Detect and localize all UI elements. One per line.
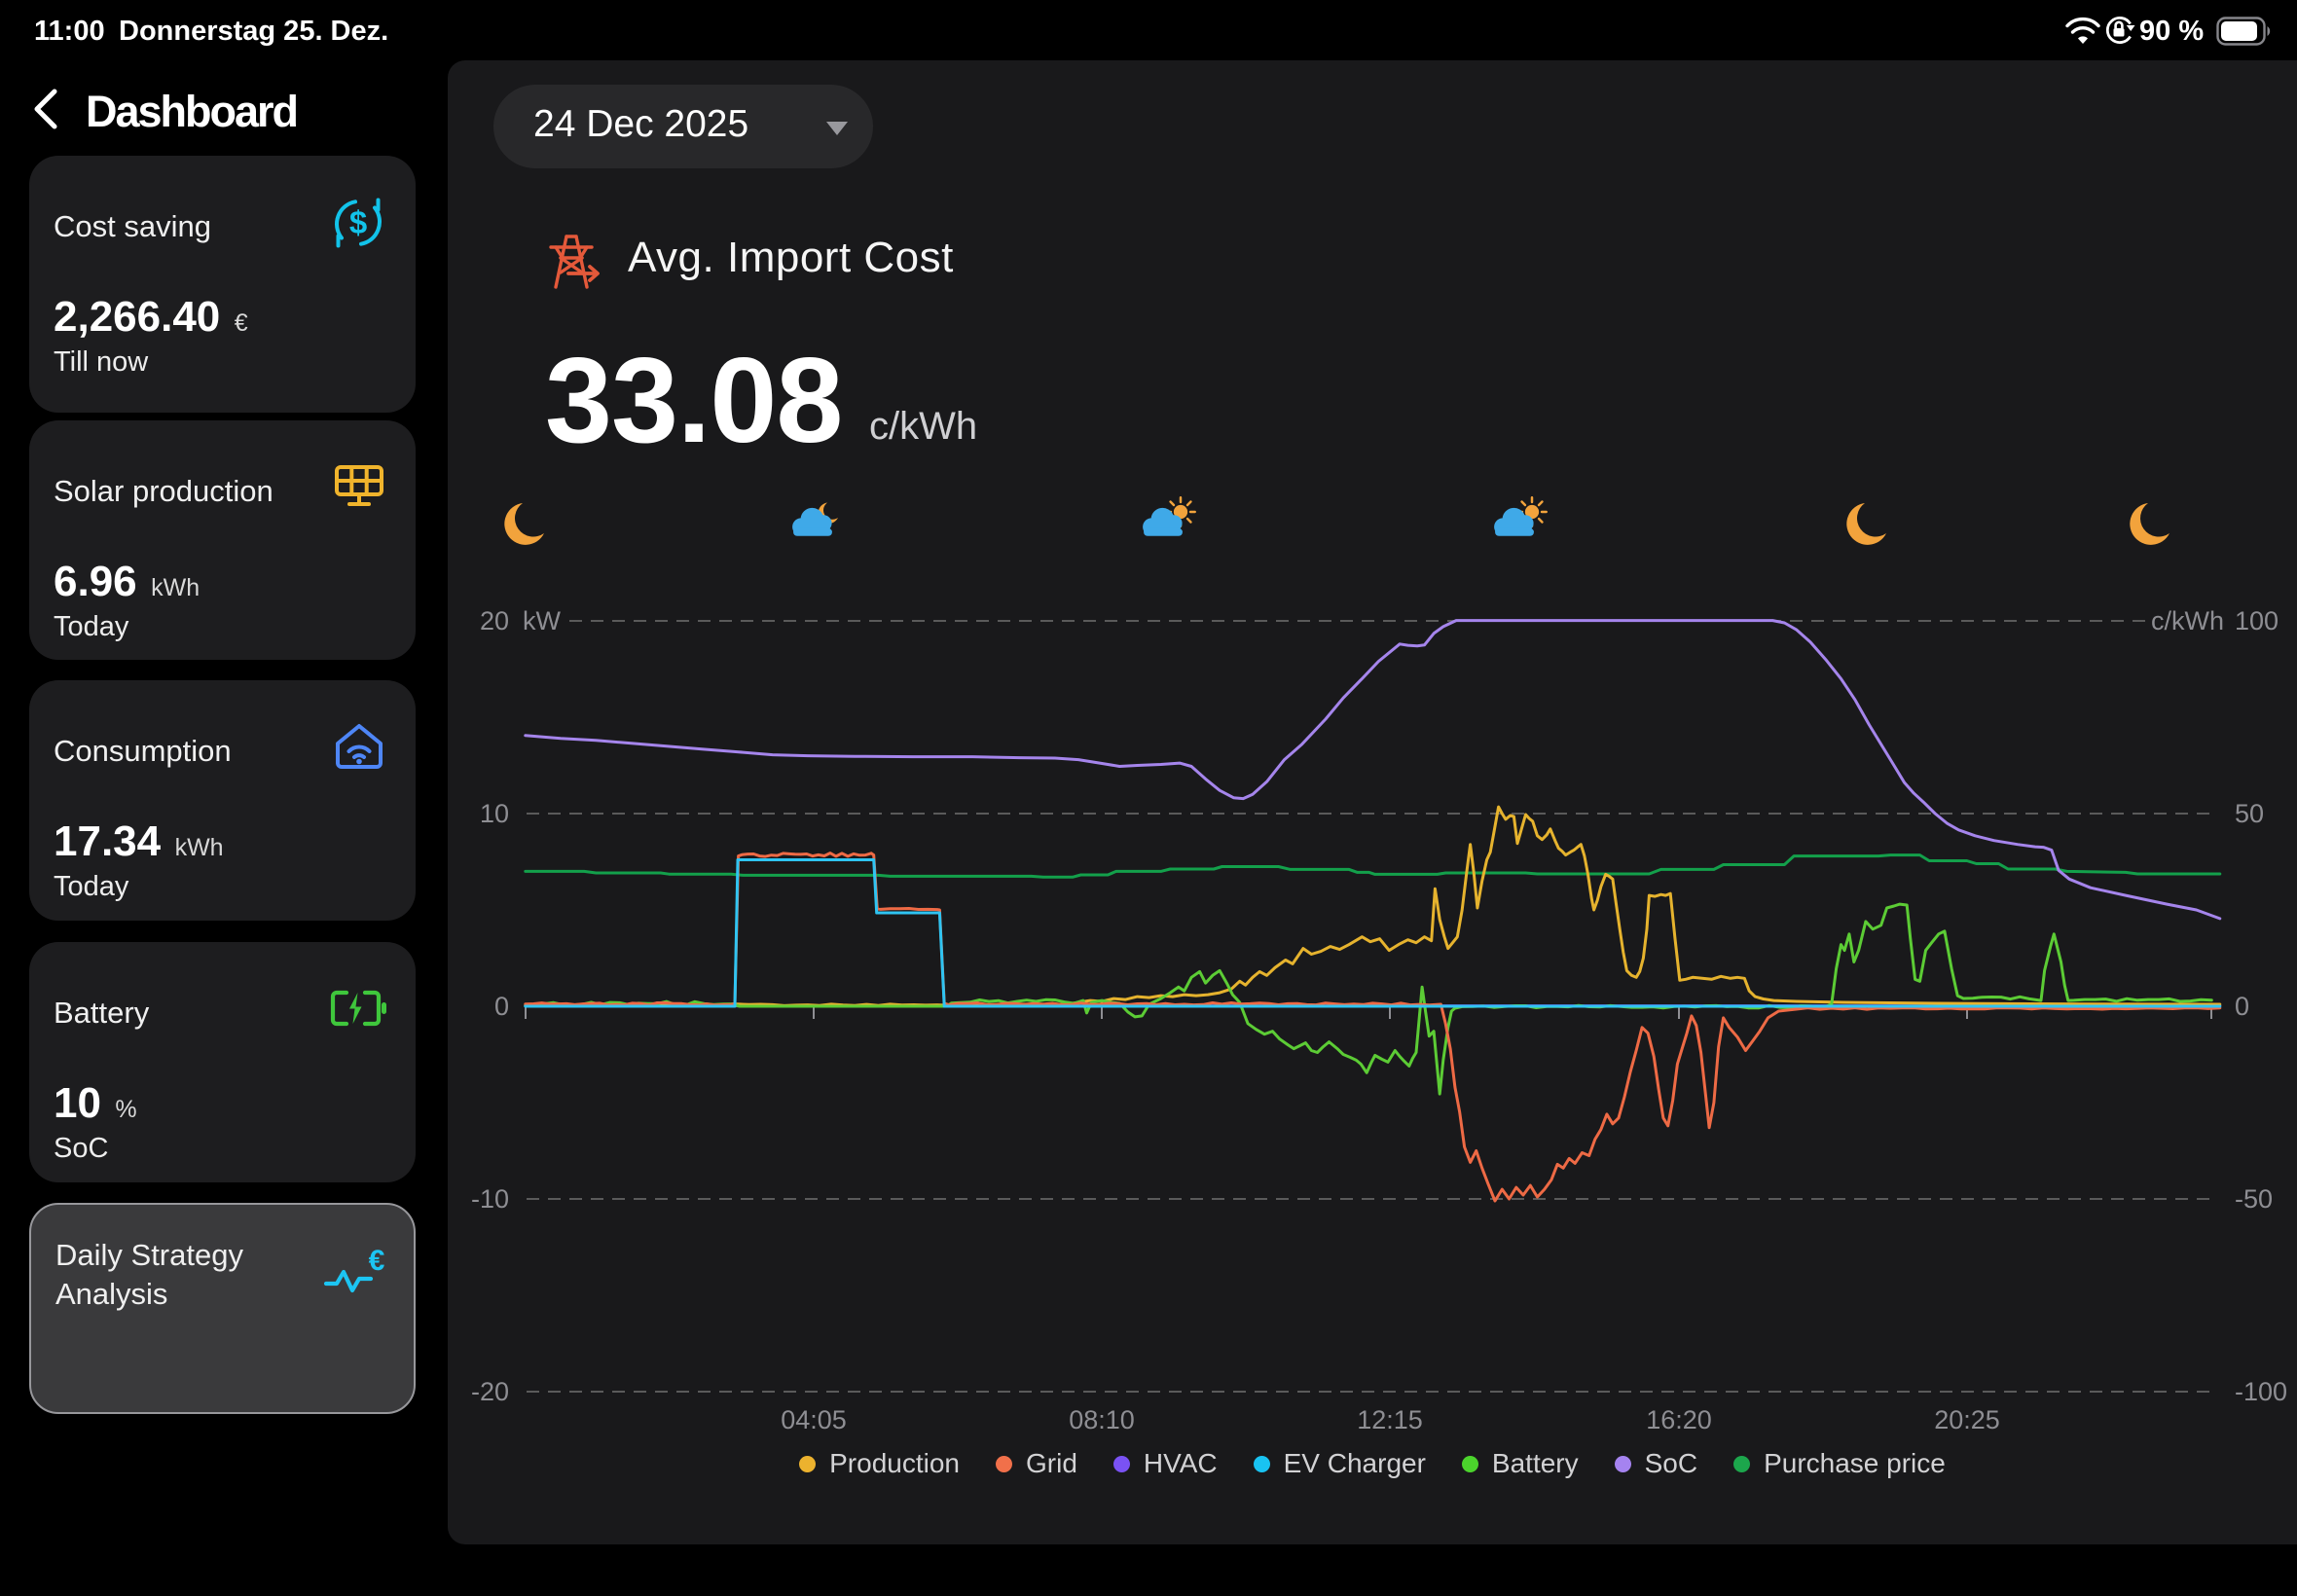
svg-text:04:05: 04:05 xyxy=(781,1405,847,1434)
svg-text:20: 20 xyxy=(480,606,509,635)
svg-text:0: 0 xyxy=(494,992,509,1021)
svg-text:12:15: 12:15 xyxy=(1357,1405,1423,1434)
svg-text:c/kWh: c/kWh xyxy=(2151,606,2224,635)
svg-text:€: € xyxy=(369,1245,385,1277)
svg-text:$: $ xyxy=(349,204,367,240)
svg-text:kW: kW xyxy=(523,606,562,635)
svg-text:-50: -50 xyxy=(2235,1184,2273,1214)
svg-text:50: 50 xyxy=(2235,799,2264,828)
svg-text:-20: -20 xyxy=(471,1377,509,1406)
svg-text:16:20: 16:20 xyxy=(1646,1405,1712,1434)
svg-text:100: 100 xyxy=(2235,606,2279,635)
svg-text:08:10: 08:10 xyxy=(1069,1405,1135,1434)
svg-text:0: 0 xyxy=(2235,992,2249,1021)
svg-text:-10: -10 xyxy=(471,1184,509,1214)
svg-text:-100: -100 xyxy=(2235,1377,2287,1406)
svg-text:20:25: 20:25 xyxy=(1934,1405,2000,1434)
svg-text:10: 10 xyxy=(480,799,509,828)
